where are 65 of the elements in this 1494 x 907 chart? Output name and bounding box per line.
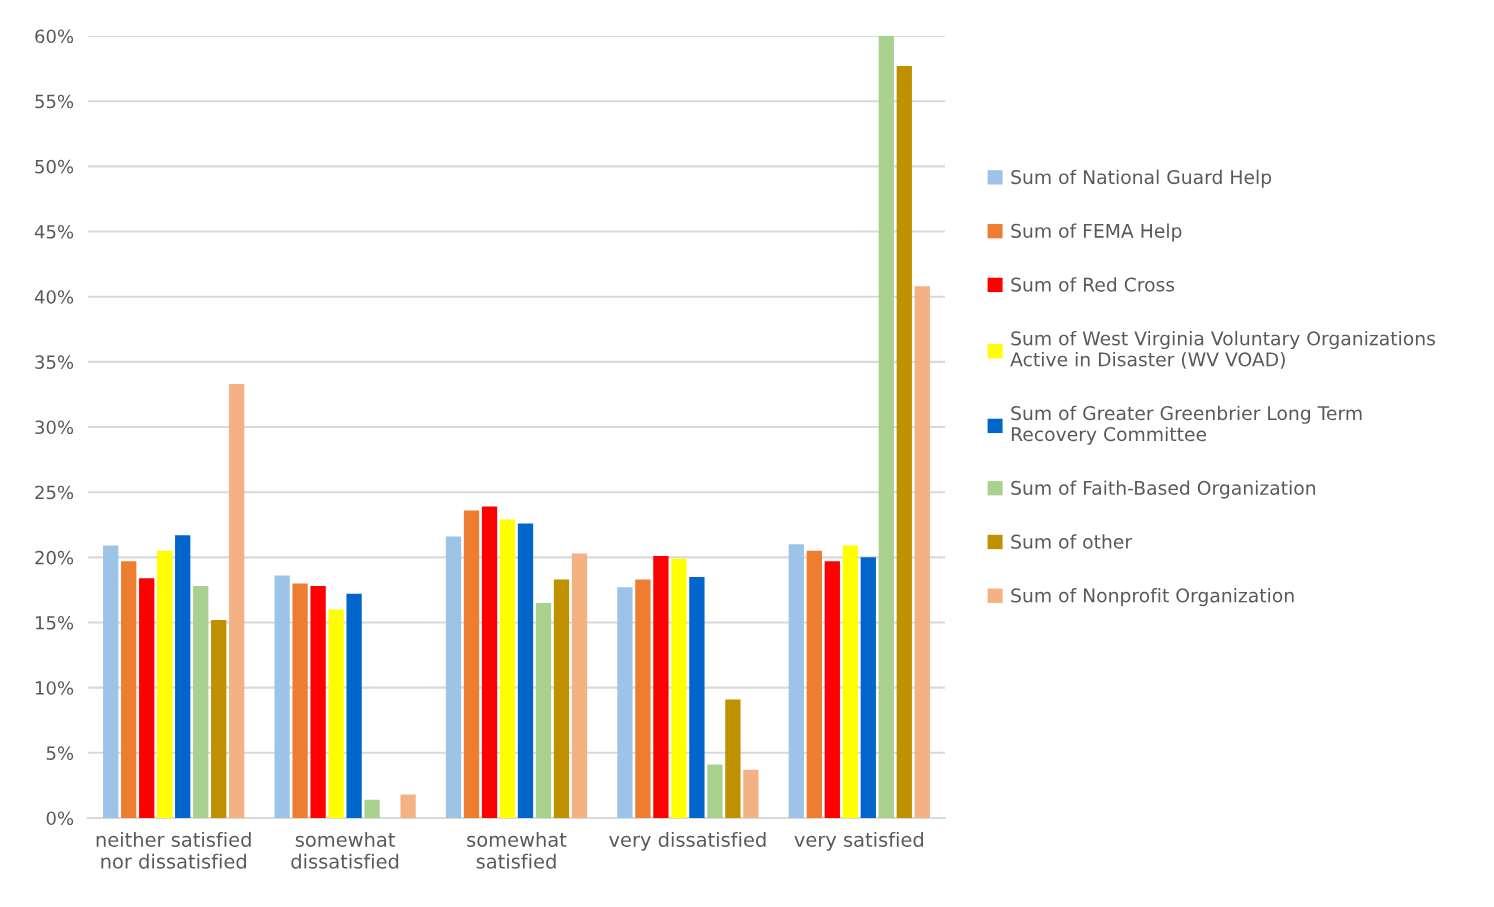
bar [553,579,570,818]
bar [274,575,290,818]
y-tick-label: 35% [35,355,74,369]
bar [193,586,209,818]
y-tick-label: 5% [46,746,74,760]
bar [824,561,840,818]
bar [463,510,480,818]
bar [671,558,687,818]
y-tick-label: 15% [35,615,74,630]
y-tick-label: 45% [34,224,74,239]
legend-label: Sum of FEMA Help [1011,223,1182,242]
bar [617,587,633,818]
bar [788,544,804,818]
bar [157,550,173,818]
bar [364,799,380,818]
x-tick-label: somewhat satisfied [467,831,567,869]
y-tick-label: 50% [35,159,74,174]
bar [707,764,723,818]
bar [292,583,308,818]
y-tick-label: 60% [35,29,74,44]
bar [328,609,344,818]
bar [896,65,912,818]
bar [878,36,894,818]
bar [635,579,651,818]
x-tick-label: somewhat dissatisfied [291,831,399,869]
y-tick-label: 55% [35,94,74,109]
bar [571,553,588,818]
legend-label: Sum of other [1011,534,1133,549]
bar [689,576,705,818]
y-tick-label: 0% [46,811,74,826]
bar [914,286,930,818]
legend-label: Sum of Nonprofit Organization [1011,588,1294,607]
legend-label: Sum of Faith-Based Organization [1011,480,1316,499]
legend-label: Sum of Greater Greenbrier Long Term Recovery Committee [1011,405,1362,445]
y-tick-label: 40% [34,290,74,304]
y-tick-label: 25% [35,485,74,500]
bar [535,602,552,818]
legend-label: Sum of National Guard Help [1011,169,1272,188]
bar [725,699,741,818]
bar [103,545,119,818]
bar [842,545,858,818]
x-tick-label: very satisfied [794,831,923,851]
bar [175,535,191,818]
y-tick-label: 20% [35,550,74,565]
bar [517,523,534,818]
y-tick-label: 10% [35,681,74,695]
x-tick-label: neither satisfied nor dissatisfied [96,831,251,869]
bar [211,619,227,818]
bar [310,586,326,818]
bar [229,383,245,818]
bar [121,561,137,818]
legend-label: Sum of West Virginia Voluntary Organizations Active in Disaster (WV VOAD) [1010,330,1435,369]
bar [400,794,416,818]
bar [139,578,155,818]
bar [806,550,822,818]
bar [445,536,462,818]
y-tick-label: 30% [35,420,74,435]
bar [653,556,669,818]
bar [481,506,498,818]
bar [499,519,516,818]
legend-label: Sum of Red Cross [1011,277,1175,292]
bar [743,769,759,818]
bar [346,593,362,818]
x-tick-label: very dissatisfied [609,831,766,851]
bar [860,557,876,818]
